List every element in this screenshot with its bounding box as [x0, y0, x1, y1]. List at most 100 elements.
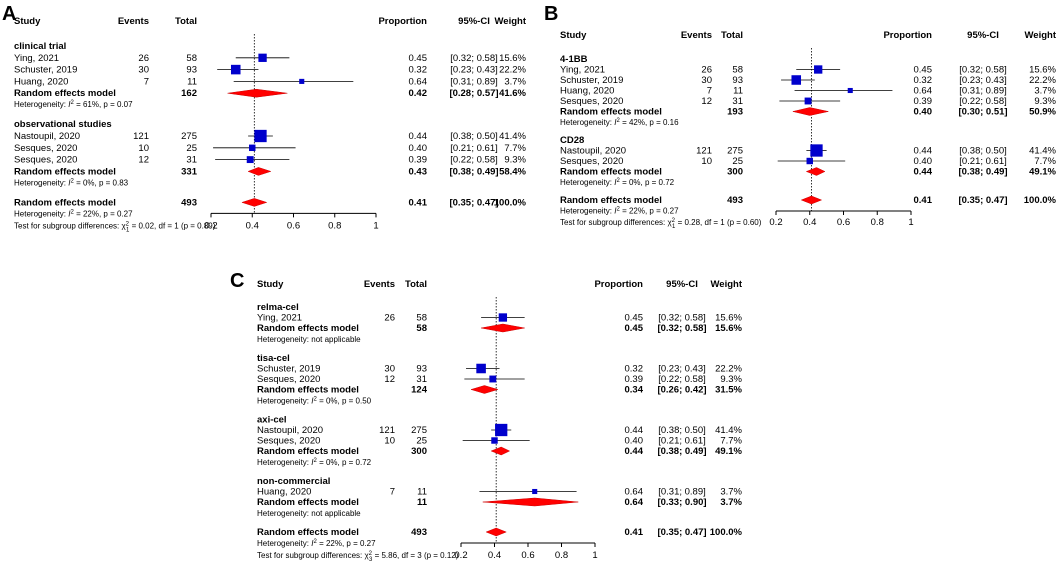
x-tick-label: 0.4: [488, 550, 501, 561]
pooled-weight: 41.6%: [499, 88, 526, 99]
study-total: 275: [411, 425, 427, 436]
panel-letter: B: [544, 3, 558, 25]
study-estimate-square: [814, 65, 823, 74]
pooled-label: Random effects model: [14, 166, 116, 177]
study-proportion: 0.32: [625, 364, 644, 375]
overall-proportion: 0.41: [409, 197, 428, 208]
subgroup-heterogeneity: Heterogeneity: not applicable: [257, 509, 361, 518]
study-events: 10: [701, 156, 712, 167]
x-tick-label: 1: [908, 217, 913, 228]
pooled-proportion: 0.34: [625, 385, 644, 396]
overall-label: Random effects model: [257, 527, 359, 538]
header-proportion: Proportion: [378, 16, 427, 27]
study-ci: [0.21; 0.61]: [450, 143, 498, 154]
pooled-proportion: 0.43: [409, 166, 428, 177]
subgroup-label: clinical trial: [14, 41, 66, 52]
study-ci: [0.21; 0.61]: [658, 436, 706, 447]
study-proportion: 0.45: [409, 53, 428, 64]
pooled-ci: [0.32; 0.58]: [657, 323, 706, 334]
study-estimate-square: [299, 78, 305, 84]
study-events: 12: [701, 96, 712, 107]
study-events: 10: [384, 436, 395, 447]
study-total: 31: [732, 96, 743, 107]
header-proportion: Proportion: [883, 30, 932, 41]
study-total: 58: [186, 53, 197, 64]
study-estimate-square: [806, 157, 813, 165]
study-total: 31: [186, 155, 197, 166]
study-weight: 9.3%: [504, 155, 526, 166]
pooled-weight: 49.1%: [1029, 167, 1056, 178]
study-ci: [0.31; 0.89]: [450, 76, 498, 87]
study-proportion: 0.44: [409, 131, 428, 142]
subgroup-label: CD28: [560, 135, 584, 146]
panel-letter: A: [2, 3, 16, 25]
study-name: Ying, 2021: [560, 65, 605, 76]
x-tick-label: 0.6: [837, 217, 850, 228]
study-name: Nastoupil, 2020: [14, 131, 80, 142]
header-weight: Weight: [1025, 30, 1057, 41]
pooled-total: 300: [727, 167, 743, 178]
study-events: 10: [138, 143, 149, 154]
study-name: Nastoupil, 2020: [560, 146, 626, 157]
study-events: 121: [133, 131, 149, 142]
study-weight: 3.7%: [720, 487, 742, 498]
study-weight: 22.2%: [1029, 75, 1056, 86]
pooled-total: 331: [181, 166, 198, 177]
study-proportion: 0.32: [409, 65, 428, 76]
pooled-weight: 58.4%: [499, 166, 526, 177]
study-name: Schuster, 2019: [560, 75, 623, 86]
study-total: 93: [186, 65, 197, 76]
study-total: 11: [417, 487, 427, 498]
pooled-diamond: [490, 446, 511, 456]
subgroup-label: relma-cel: [257, 302, 299, 313]
study-ci: [0.32; 0.58]: [959, 65, 1007, 76]
study-total: 275: [181, 131, 197, 142]
study-total: 93: [416, 364, 427, 375]
header-ci: 95%-CI: [666, 279, 698, 290]
study-total: 58: [416, 313, 427, 324]
pooled-diamond: [247, 167, 272, 176]
study-estimate-square: [476, 363, 486, 374]
study-estimate-square: [258, 53, 267, 62]
overall-proportion: 0.41: [625, 527, 644, 538]
pooled-label: Random effects model: [560, 107, 662, 118]
x-tick-label: 0.2: [204, 220, 217, 231]
subgroup-heterogeneity: Heterogeneity: I2 = 61%, p = 0.07: [14, 100, 133, 109]
subgroup-heterogeneity: Heterogeneity: I2 = 0%, p = 0.50: [257, 397, 372, 406]
study-estimate-square: [804, 97, 812, 105]
study-ci: [0.22; 0.58]: [450, 155, 498, 166]
header-total: Total: [175, 16, 197, 27]
header-events: Events: [118, 16, 149, 27]
pooled-weight: 31.5%: [715, 385, 742, 396]
study-weight: 9.3%: [720, 374, 742, 385]
study-total: 25: [732, 156, 743, 167]
study-total: 275: [727, 146, 743, 157]
pooled-label: Random effects model: [14, 88, 116, 99]
header-weight: Weight: [711, 279, 743, 290]
overall-weight: 100.0%: [494, 197, 527, 208]
x-tick-label: 0.2: [769, 217, 782, 228]
header-events: Events: [364, 279, 395, 290]
pooled-diamond: [805, 167, 826, 176]
overall-proportion: 0.41: [914, 195, 933, 206]
x-tick-label: 0.8: [328, 220, 341, 231]
forest-plot-panel-c: C Study Events Total Proportion 95%-CI Weight r…: [230, 270, 743, 563]
header-proportion: Proportion: [594, 279, 643, 290]
pooled-proportion: 0.44: [914, 167, 933, 178]
x-tick-label: 0.8: [555, 550, 568, 561]
study-proportion: 0.64: [409, 76, 428, 87]
study-weight: 41.4%: [715, 425, 742, 436]
study-proportion: 0.39: [409, 155, 428, 166]
study-weight: 22.2%: [499, 65, 526, 76]
pooled-diamond: [482, 497, 579, 507]
study-ci: [0.38; 0.50]: [450, 131, 498, 142]
pooled-weight: 3.7%: [720, 497, 742, 508]
pooled-diamond: [241, 198, 268, 207]
subgroup-label: axi-cel: [257, 415, 287, 426]
header-total: Total: [721, 30, 743, 41]
study-ci: [0.22; 0.58]: [959, 96, 1007, 107]
study-ci: [0.21; 0.61]: [959, 156, 1007, 167]
study-total: 25: [416, 436, 427, 447]
